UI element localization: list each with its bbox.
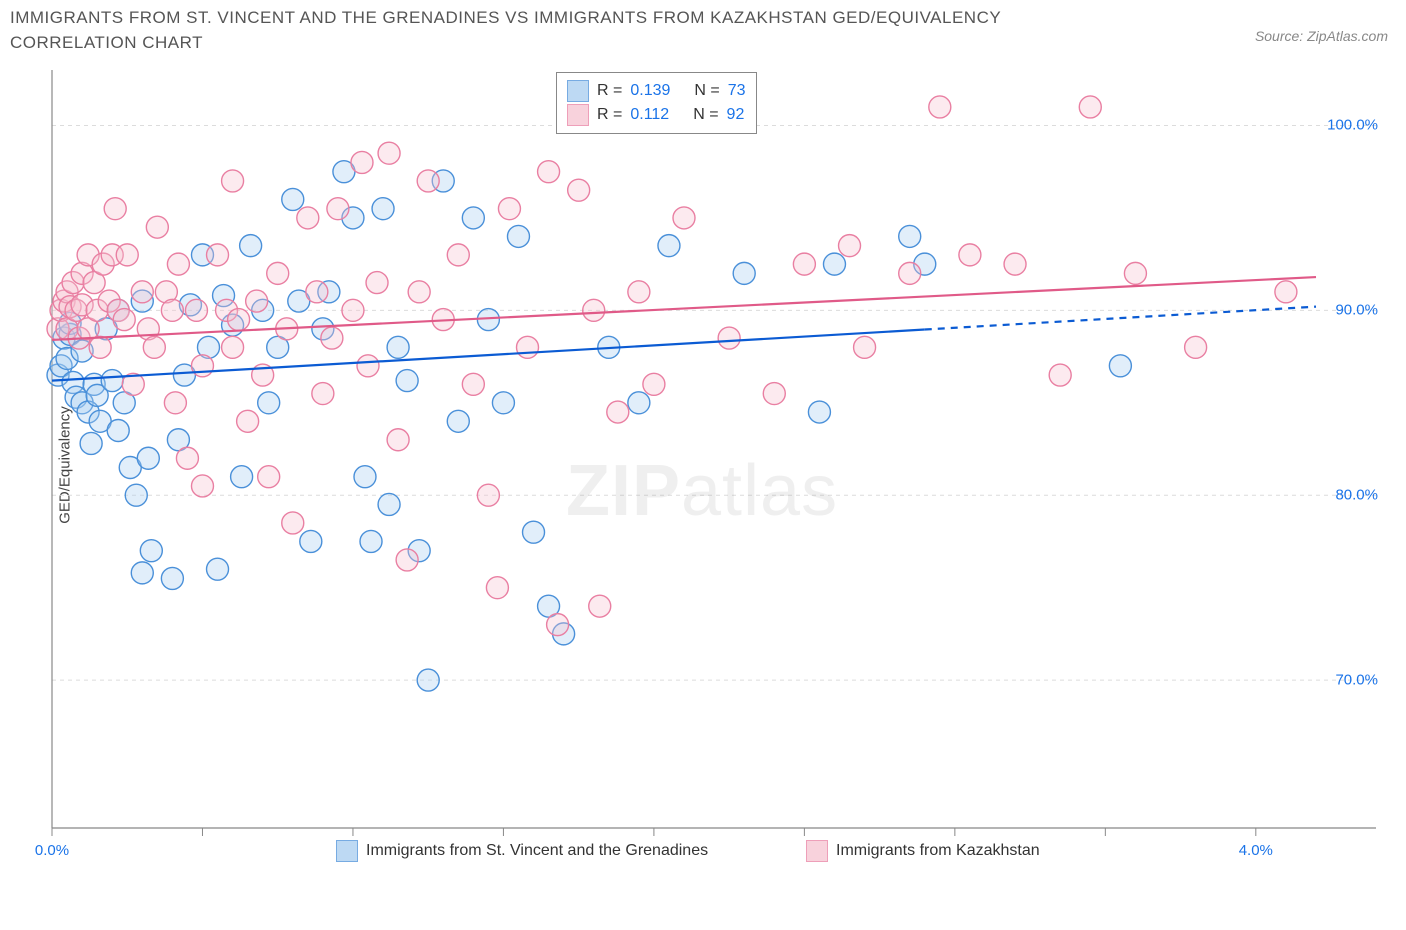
- series-legend-item: Immigrants from Kazakhstan: [806, 840, 1040, 862]
- legend-n-value: 73: [728, 79, 746, 103]
- y-tick-label: 100.0%: [1327, 117, 1386, 134]
- legend-n-label: N =: [694, 79, 719, 103]
- legend-r-value: 0.112: [630, 103, 669, 127]
- legend-r-label: R =: [597, 79, 622, 103]
- y-tick-label: 90.0%: [1335, 302, 1386, 319]
- legend-swatch: [567, 80, 589, 102]
- legend-swatch: [567, 104, 589, 126]
- legend-r-value: 0.139: [630, 79, 670, 103]
- x-tick-label: 0.0%: [35, 842, 69, 859]
- legend-n-label: N =: [693, 103, 718, 127]
- legend-swatch: [806, 840, 828, 862]
- scatter-svg: [46, 70, 1386, 860]
- legend-n-value: 92: [727, 103, 745, 127]
- legend-swatch: [336, 840, 358, 862]
- chart-title: IMMIGRANTS FROM ST. VINCENT AND THE GREN…: [10, 6, 1130, 55]
- correlation-legend-row: R = 0.112 N = 92: [567, 103, 746, 127]
- x-tick-label: 4.0%: [1239, 842, 1273, 859]
- series-legend-item: Immigrants from St. Vincent and the Gren…: [336, 840, 708, 862]
- plot-area: 70.0%80.0%90.0%100.0% 0.0%4.0% ZIPatlas …: [46, 70, 1386, 860]
- y-tick-label: 80.0%: [1335, 487, 1386, 504]
- legend-r-label: R =: [597, 103, 622, 127]
- series-legend-label: Immigrants from Kazakhstan: [836, 842, 1040, 860]
- y-tick-label: 70.0%: [1335, 672, 1386, 689]
- correlation-legend: R = 0.139 N = 73 R = 0.112 N = 92: [556, 72, 757, 134]
- correlation-legend-row: R = 0.139 N = 73: [567, 79, 746, 103]
- source-label: Source: ZipAtlas.com: [1255, 28, 1388, 44]
- series-legend-label: Immigrants from St. Vincent and the Gren…: [366, 842, 708, 860]
